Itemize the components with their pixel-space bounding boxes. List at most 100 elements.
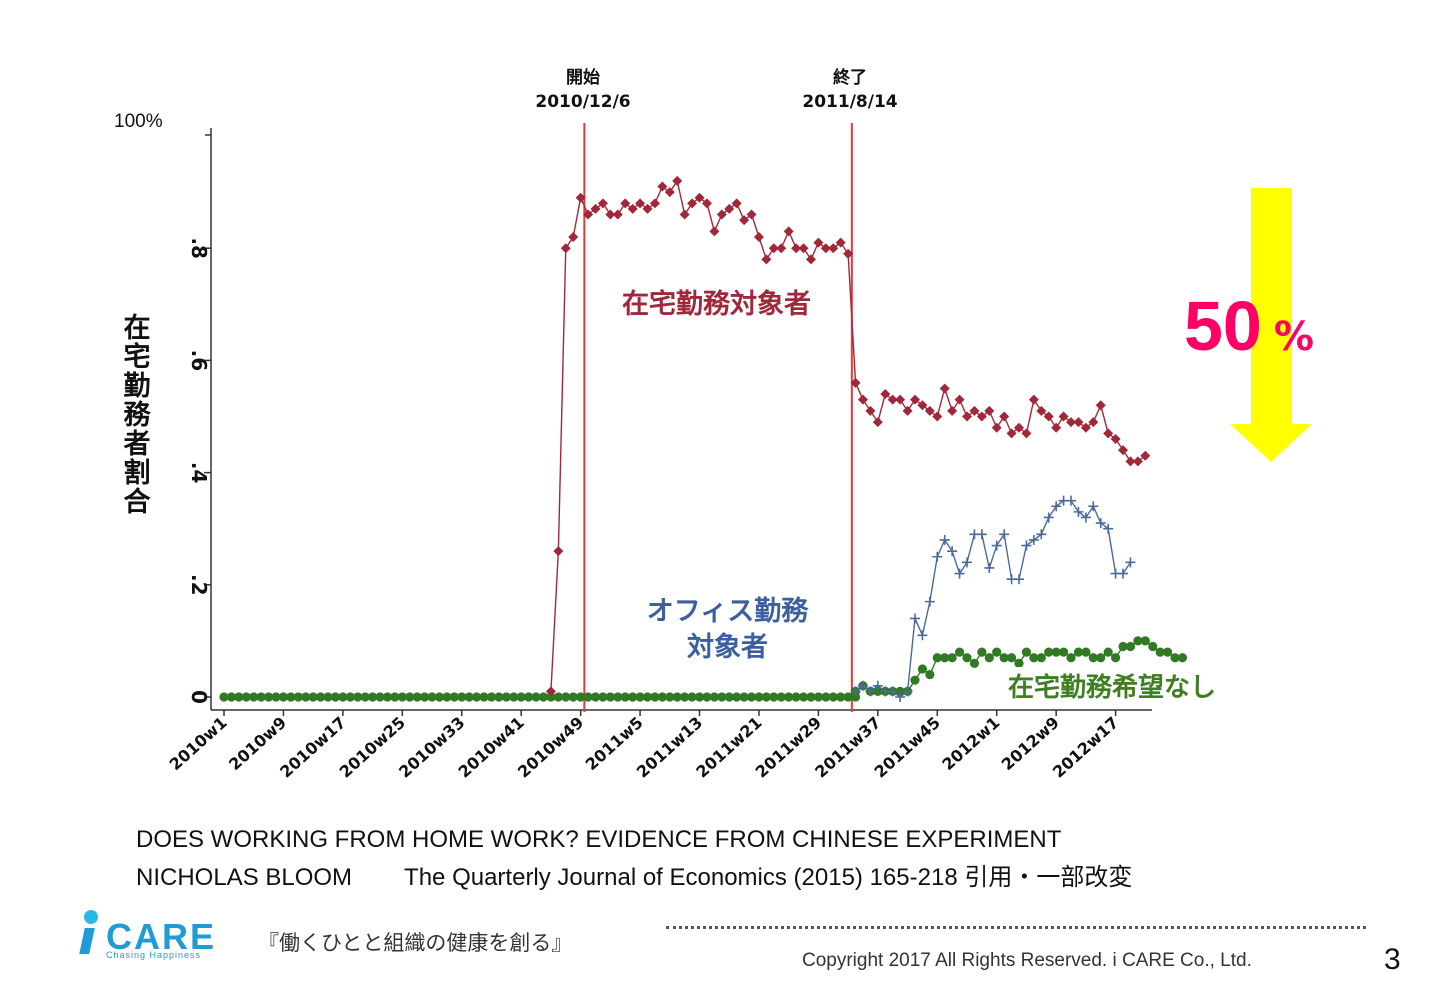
circle-point [219,692,229,702]
plus-point [1080,512,1091,523]
plus-point [909,613,920,624]
y-axis-title: 在宅勤務者割合 [123,313,151,518]
diamond-point [627,203,638,214]
y-top-label: 100% [114,111,163,132]
diamond-point [575,192,586,203]
diamond-point [753,231,764,242]
diamond-point [865,405,876,416]
circle-point [360,692,370,702]
circle-point [590,692,601,702]
circle-point [665,692,675,702]
event-start-label: 開始 2010/12/6 [508,66,658,114]
diamond-point [731,198,742,209]
circle-point [397,692,407,702]
diamond-point [909,394,920,405]
diamond-point [1051,422,1062,433]
no-wish-series-label: 在宅勤務希望なし [1004,667,1221,704]
diamond-point [887,394,898,405]
diamond-point [761,254,772,265]
plus-point [850,686,861,697]
diamond-point [568,231,579,242]
circle-point [538,692,549,702]
circle-point [746,692,757,702]
diamond-point [850,377,861,388]
drop-value: 50 [1184,287,1262,365]
diamond-point [605,209,616,220]
circle-point [308,692,318,702]
circle-point [249,692,259,702]
plus-point [1118,568,1129,579]
circle-point [1036,653,1046,663]
circle-point [561,692,571,702]
circle-point [843,692,853,702]
event-start-name: 開始 [566,68,600,88]
circle-point [992,647,1002,657]
circle-point [486,692,497,702]
diamond-point [954,394,965,405]
diamond-point [724,203,735,214]
diamond-point [694,192,705,203]
circle-point [672,692,682,702]
circle-point [1044,647,1054,657]
diamond-point [798,243,809,254]
circle-point [969,658,980,668]
circle-point [873,686,883,696]
circle-point [784,692,794,702]
circle-point [917,664,928,674]
series-2 [850,636,1188,696]
diamond-point [872,417,883,428]
circle-point [999,653,1009,663]
circle-point [412,692,422,702]
circle-point [628,692,638,702]
office-label-line1: オフィス勤務 [646,596,809,627]
plus-point [887,686,898,697]
diamond-point [843,248,854,259]
diamond-point [1014,422,1025,433]
x-tick-label: 2011w45 [871,713,944,782]
diamond-point [709,226,720,237]
diamond-point [739,215,750,226]
circle-point [1073,647,1084,657]
circle-point [375,692,385,702]
diamond-point [880,389,891,400]
circle-point [1148,641,1158,652]
circle-point [940,653,950,663]
circle-point [256,692,266,702]
diamond-point [687,198,698,209]
plus-point [1103,523,1114,534]
diamond-point [583,209,594,220]
diamond-point [620,198,631,209]
plus-point [1066,495,1077,506]
diamond-point [932,411,943,422]
circle-point [1051,647,1061,657]
event-end-date: 2011/8/14 [802,92,898,112]
circle-point [234,692,244,702]
circle-point [263,692,274,702]
circle-point [479,692,489,702]
circle-point [353,692,363,702]
diamond-point [672,175,683,186]
office-series-label: オフィス勤務 対象者 [620,594,835,666]
diamond-point [560,243,571,254]
series-0 [545,175,1151,697]
circle-point [761,692,771,702]
circle-point [1111,653,1121,663]
circle-point [286,692,296,702]
circle-point [1088,653,1098,663]
circle-point [457,692,467,702]
circle-point [241,692,251,702]
circle-point [754,692,764,702]
plus-point [947,546,958,557]
circle-point [1014,658,1024,668]
y-tick-label: .4 [187,462,211,484]
circle-point [434,692,445,702]
logo-tagline: Chasing Happiness [106,950,202,960]
circle-point [739,692,749,702]
diamond-point [776,243,787,254]
footer-divider [666,926,1366,929]
circle-point [806,692,816,702]
circle-point [323,692,333,702]
y-tick-label: .6 [187,350,211,372]
circle-point [501,692,511,702]
series-line [855,499,1132,698]
